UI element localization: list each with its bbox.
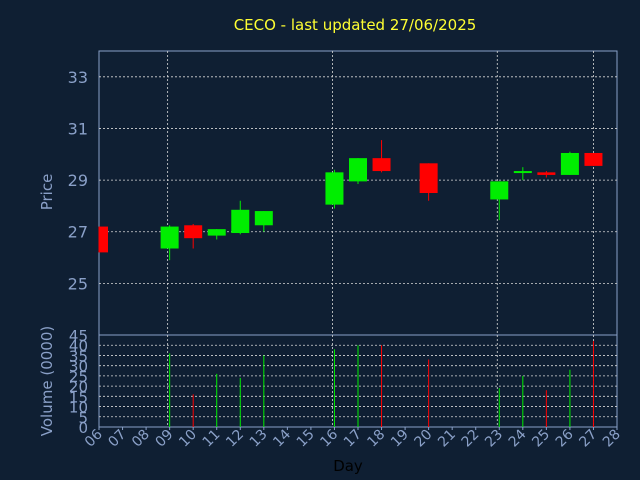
x-tick-label: 20	[412, 427, 436, 451]
x-tick-label: 19	[388, 427, 412, 451]
x-tick-label: 13	[247, 427, 271, 451]
volume-tick-label: 25	[69, 368, 88, 386]
candle-body	[231, 209, 250, 234]
candle-body	[372, 158, 391, 172]
volume-tick-label: 30	[69, 358, 88, 376]
candle-body	[254, 211, 273, 226]
price-gridlines	[99, 51, 617, 335]
x-tick-label: 26	[553, 426, 577, 450]
candle-body	[419, 163, 438, 193]
price-tick-label: 25	[68, 274, 88, 293]
x-tick-label: 15	[294, 427, 318, 451]
volume-tick-label: 0	[78, 419, 88, 437]
volume-tick-label: 15	[69, 388, 88, 406]
x-tick-label: 07	[105, 427, 129, 451]
volume-tick-label: 10	[69, 399, 88, 417]
x-tick-label: 08	[129, 427, 153, 451]
volume-tick-label: 20	[69, 378, 88, 396]
x-axis-label: Day	[333, 457, 363, 475]
x-axis: 06 07 08 09 10 11 12 13 14 15 16 17 18 19 20 21 22 23 24 25…	[82, 426, 624, 450]
candles	[98, 140, 603, 261]
x-tick-label: 11	[200, 427, 224, 451]
x-tick-label: 18	[364, 427, 388, 451]
candle-body	[349, 158, 367, 182]
chart-title: CECO - last updated 27/06/2025	[234, 16, 477, 34]
candle-body	[99, 226, 108, 253]
candle-body	[490, 181, 509, 200]
price-tick-label: 31	[68, 119, 88, 138]
candle-body	[325, 172, 344, 205]
price-plot-frame	[98, 50, 618, 336]
price-y-ticks: 25 27 29 31 33	[68, 68, 88, 294]
x-tick-label: 24	[506, 426, 530, 450]
x-tick-label: 23	[482, 427, 506, 451]
candle-body	[584, 152, 603, 166]
price-tick-label: 27	[68, 223, 88, 242]
volume-bars	[169, 341, 594, 427]
volume-tick-label: 5	[78, 409, 88, 427]
price-axis-label: Price	[38, 174, 56, 211]
volume-axis-label: Volume (0000)	[38, 326, 56, 436]
volume-tick-label: 45	[69, 327, 88, 345]
candle-body	[160, 226, 179, 249]
x-tick-label: 09	[153, 427, 177, 451]
x-tick-label: 28	[600, 427, 624, 451]
x-tick-label: 22	[459, 427, 483, 451]
x-tick-label: 17	[341, 427, 365, 451]
x-tick-label: 14	[270, 426, 294, 450]
candle-body	[513, 171, 532, 174]
volume-tick-label: 40	[69, 337, 88, 355]
x-tick-label: 10	[176, 427, 200, 451]
x-tick-label: 12	[223, 427, 247, 451]
candle-body	[560, 152, 579, 175]
price-tick-label: 29	[68, 171, 88, 190]
candle-body	[207, 229, 226, 236]
x-tick-label: 21	[435, 427, 459, 451]
price-tick-label: 33	[68, 68, 88, 87]
x-tick-label: 27	[576, 427, 600, 451]
x-tick-label: 16	[317, 426, 341, 450]
candle-body	[184, 225, 203, 239]
volume-tick-label: 35	[69, 347, 88, 365]
candle-body	[537, 172, 556, 175]
x-tick-label: 25	[529, 427, 553, 451]
price-panel: 25 27 29 31 33 Price	[38, 50, 618, 336]
